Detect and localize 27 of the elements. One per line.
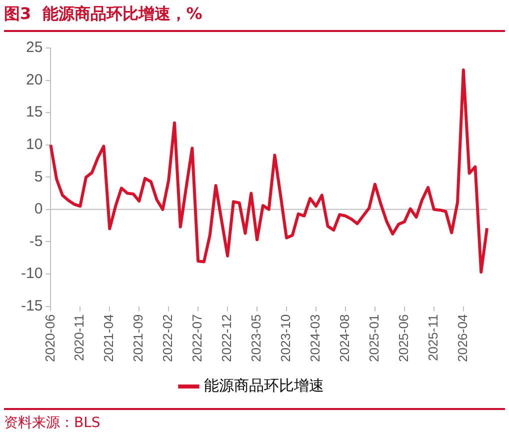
- x-tick-label: 2023-10: [278, 314, 294, 362]
- y-tick-label: 5: [34, 168, 43, 186]
- x-tick-label: 2020-11: [72, 314, 87, 362]
- x-tick-label: 2020-06: [42, 314, 58, 362]
- x-tick-label: 2025-06: [396, 314, 412, 362]
- chart-title: 图3 能源商品环比增速，%: [4, 4, 505, 32]
- x-tick-label: 2022-07: [190, 314, 205, 362]
- text: 资料来源：BLS: [4, 408, 505, 432]
- y-tick-label: -10: [20, 265, 43, 282]
- x-tick-label: 2022-12: [219, 314, 234, 362]
- x-tick-label: 2025-01: [366, 314, 382, 362]
- x-tick-label: 2025-11: [426, 314, 441, 362]
- x-tick-label: 2021-09: [130, 314, 146, 362]
- x-tick-label: 2024-08: [337, 314, 352, 362]
- y-tick-label: 20: [26, 71, 43, 88]
- y-tick-label: 15: [26, 104, 43, 121]
- x-tick-label: 2026-04: [454, 314, 470, 362]
- x-tick-label: 2022-02: [160, 314, 176, 362]
- y-tick-label: -15: [20, 297, 43, 314]
- y-tick-label: 10: [26, 136, 43, 153]
- x-tick-label: 2021-04: [101, 314, 116, 362]
- y-tick-label: 25: [26, 39, 43, 56]
- x-tick-label: 2024-03: [308, 314, 323, 362]
- legend-label: 能源商品环比增速: [204, 376, 324, 394]
- x-tick-label: 2023-05: [248, 314, 264, 362]
- y-tick-label: 0: [34, 200, 43, 218]
- y-tick-label: -5: [29, 232, 43, 250]
